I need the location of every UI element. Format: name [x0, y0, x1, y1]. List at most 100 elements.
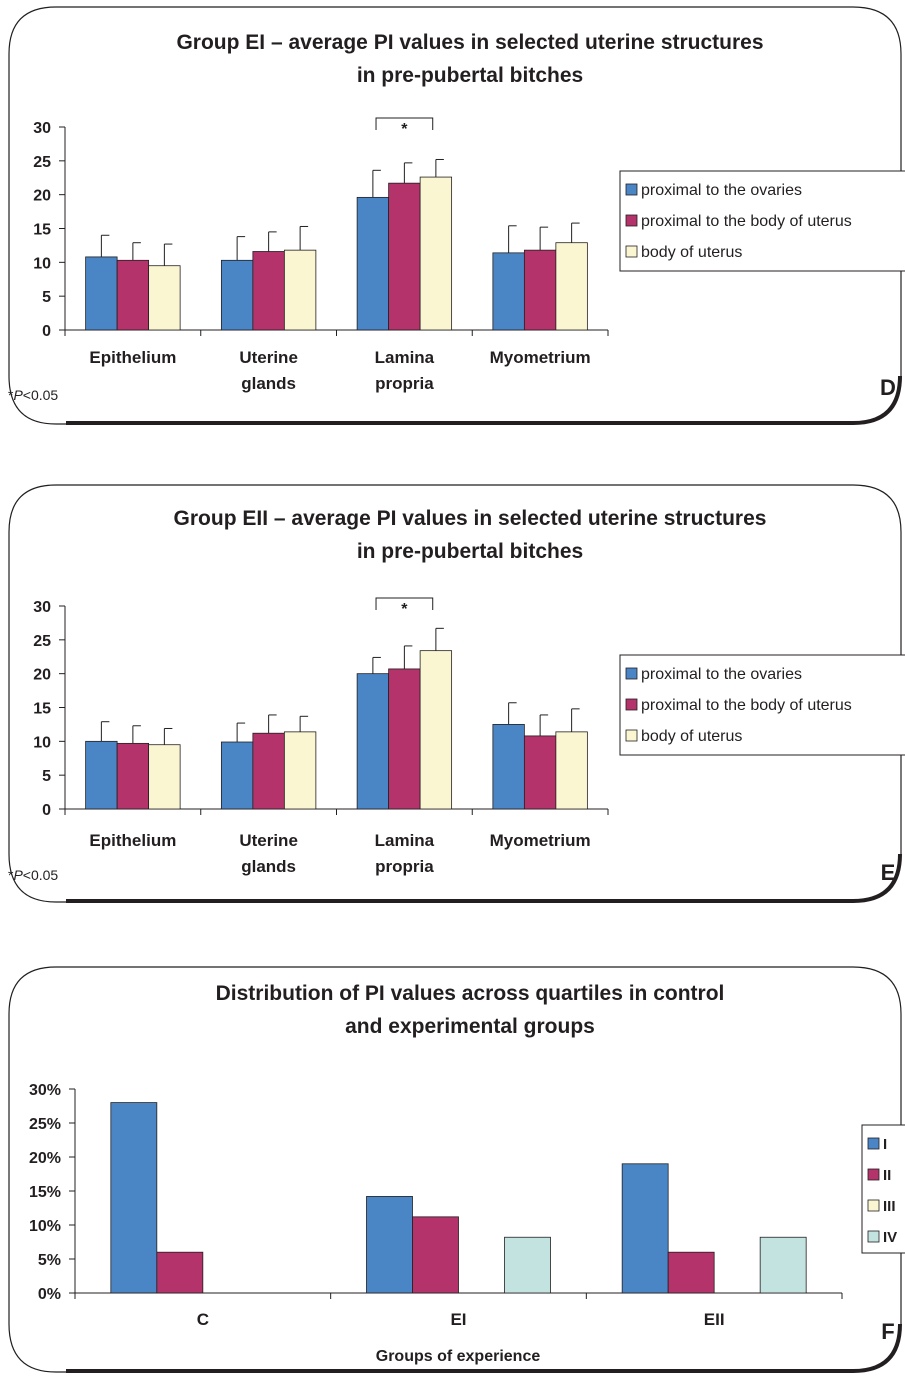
bar: [356, 196, 390, 331]
x-category-label: Epithelium: [89, 831, 176, 850]
legend-swatch: [867, 1137, 880, 1150]
y-tick-label: 30: [33, 120, 51, 137]
y-tick-label: 5%: [38, 1252, 61, 1269]
bar: [156, 1251, 204, 1294]
x-category-label: Epithelium: [89, 348, 176, 367]
legend-label: body of uterus: [641, 728, 742, 745]
bar: [220, 741, 254, 810]
legend-swatch: [867, 1168, 880, 1181]
x-category-label: Uterine: [239, 348, 298, 367]
legend-swatch: [867, 1199, 880, 1212]
chart-title: and experimental groups: [345, 1015, 595, 1038]
bar: [412, 1216, 459, 1294]
bar: [148, 744, 181, 810]
bar: [492, 252, 525, 331]
legend-label: III: [883, 1198, 896, 1215]
chart-panel-d: Group EI – average PI values in selected…: [8, 6, 905, 425]
bar: [555, 242, 588, 331]
bar: [85, 256, 118, 331]
bar: [85, 740, 118, 810]
significance-marker: *: [401, 601, 408, 618]
bar: [252, 732, 285, 810]
x-category-label: Myometrium: [490, 348, 591, 367]
y-tick-label: 0: [42, 323, 51, 340]
significance-note: *P<0.05: [8, 387, 58, 403]
y-tick-label: 20: [33, 188, 51, 205]
significance-bracket: [375, 117, 434, 130]
bar: [252, 251, 285, 331]
bar: [283, 249, 317, 331]
bar: [148, 265, 181, 331]
legend-box: [619, 170, 905, 272]
y-tick-label: 30%: [29, 1082, 61, 1099]
panel-frame-shadow: [66, 1323, 902, 1373]
legend-label: IV: [883, 1229, 897, 1246]
legend-swatch: [625, 245, 638, 258]
panel-label: D: [880, 375, 896, 400]
panel-label: E: [881, 860, 896, 885]
x-category-label: glands: [241, 374, 296, 393]
y-tick-label: 15: [33, 222, 51, 239]
legend-swatch: [867, 1230, 880, 1243]
x-category-label: EII: [704, 1310, 725, 1329]
bar: [116, 259, 150, 331]
bar: [523, 249, 557, 331]
chart-svg: Group EII – average PI values in selecte…: [8, 484, 905, 903]
panel-label: F: [881, 1319, 894, 1344]
bar: [366, 1196, 413, 1294]
y-tick-label: 25: [33, 633, 51, 650]
legend-label: proximal to the body of uterus: [641, 213, 852, 230]
note-suffix: <0.05: [23, 387, 59, 403]
panel-frame-shadow: [66, 853, 902, 903]
bar: [419, 650, 453, 810]
y-tick-label: 5: [42, 768, 51, 785]
note-prefix: *: [8, 387, 14, 403]
bar: [388, 182, 421, 331]
y-tick-label: 15: [33, 701, 51, 718]
x-category-label: propria: [375, 374, 434, 393]
legend-swatch: [625, 698, 638, 711]
bar: [555, 731, 588, 810]
bar: [283, 731, 317, 810]
bar: [492, 724, 525, 810]
legend-swatch: [625, 183, 638, 196]
chart-svg: Distribution of PI values across quartil…: [8, 966, 905, 1373]
significance-marker: *: [401, 121, 408, 138]
x-category-label: C: [197, 1310, 209, 1329]
legend-label: I: [883, 1136, 887, 1153]
x-category-label: propria: [375, 857, 434, 876]
note-p: P: [13, 867, 23, 883]
note-p: P: [13, 387, 23, 403]
legend-label: proximal to the ovaries: [641, 182, 802, 199]
y-tick-label: 20: [33, 667, 51, 684]
bar: [523, 735, 557, 810]
legend-swatch: [625, 214, 638, 227]
bar: [759, 1236, 807, 1294]
bar: [110, 1102, 158, 1294]
bar: [504, 1236, 551, 1294]
legend-label: proximal to the body of uterus: [641, 697, 852, 714]
x-category-label: Lamina: [375, 831, 435, 850]
bar: [356, 673, 390, 810]
chart-title: Distribution of PI values across quartil…: [216, 982, 725, 1005]
y-tick-label: 30: [33, 599, 51, 616]
legend-label: proximal to the ovaries: [641, 666, 802, 683]
chart-title: Group EI – average PI values in selected…: [176, 31, 763, 54]
y-tick-label: 25%: [29, 1116, 61, 1133]
y-tick-label: 10: [33, 734, 51, 751]
y-tick-label: 5: [42, 289, 51, 306]
legend-swatch: [625, 729, 638, 742]
y-tick-label: 0: [42, 802, 51, 819]
x-category-label: EI: [450, 1310, 466, 1329]
chart-title: in pre-pubertal bitches: [357, 540, 583, 563]
chart-panel-e: Group EII – average PI values in selecte…: [8, 484, 905, 903]
bar: [667, 1251, 715, 1294]
y-tick-label: 25: [33, 154, 51, 171]
bar: [220, 259, 254, 331]
chart-svg: Group EI – average PI values in selected…: [8, 6, 905, 425]
legend-swatch: [625, 667, 638, 680]
legend-label: II: [883, 1167, 891, 1184]
y-tick-label: 15%: [29, 1184, 61, 1201]
panel-frame-shadow: [66, 375, 902, 425]
x-category-label: Myometrium: [490, 831, 591, 850]
